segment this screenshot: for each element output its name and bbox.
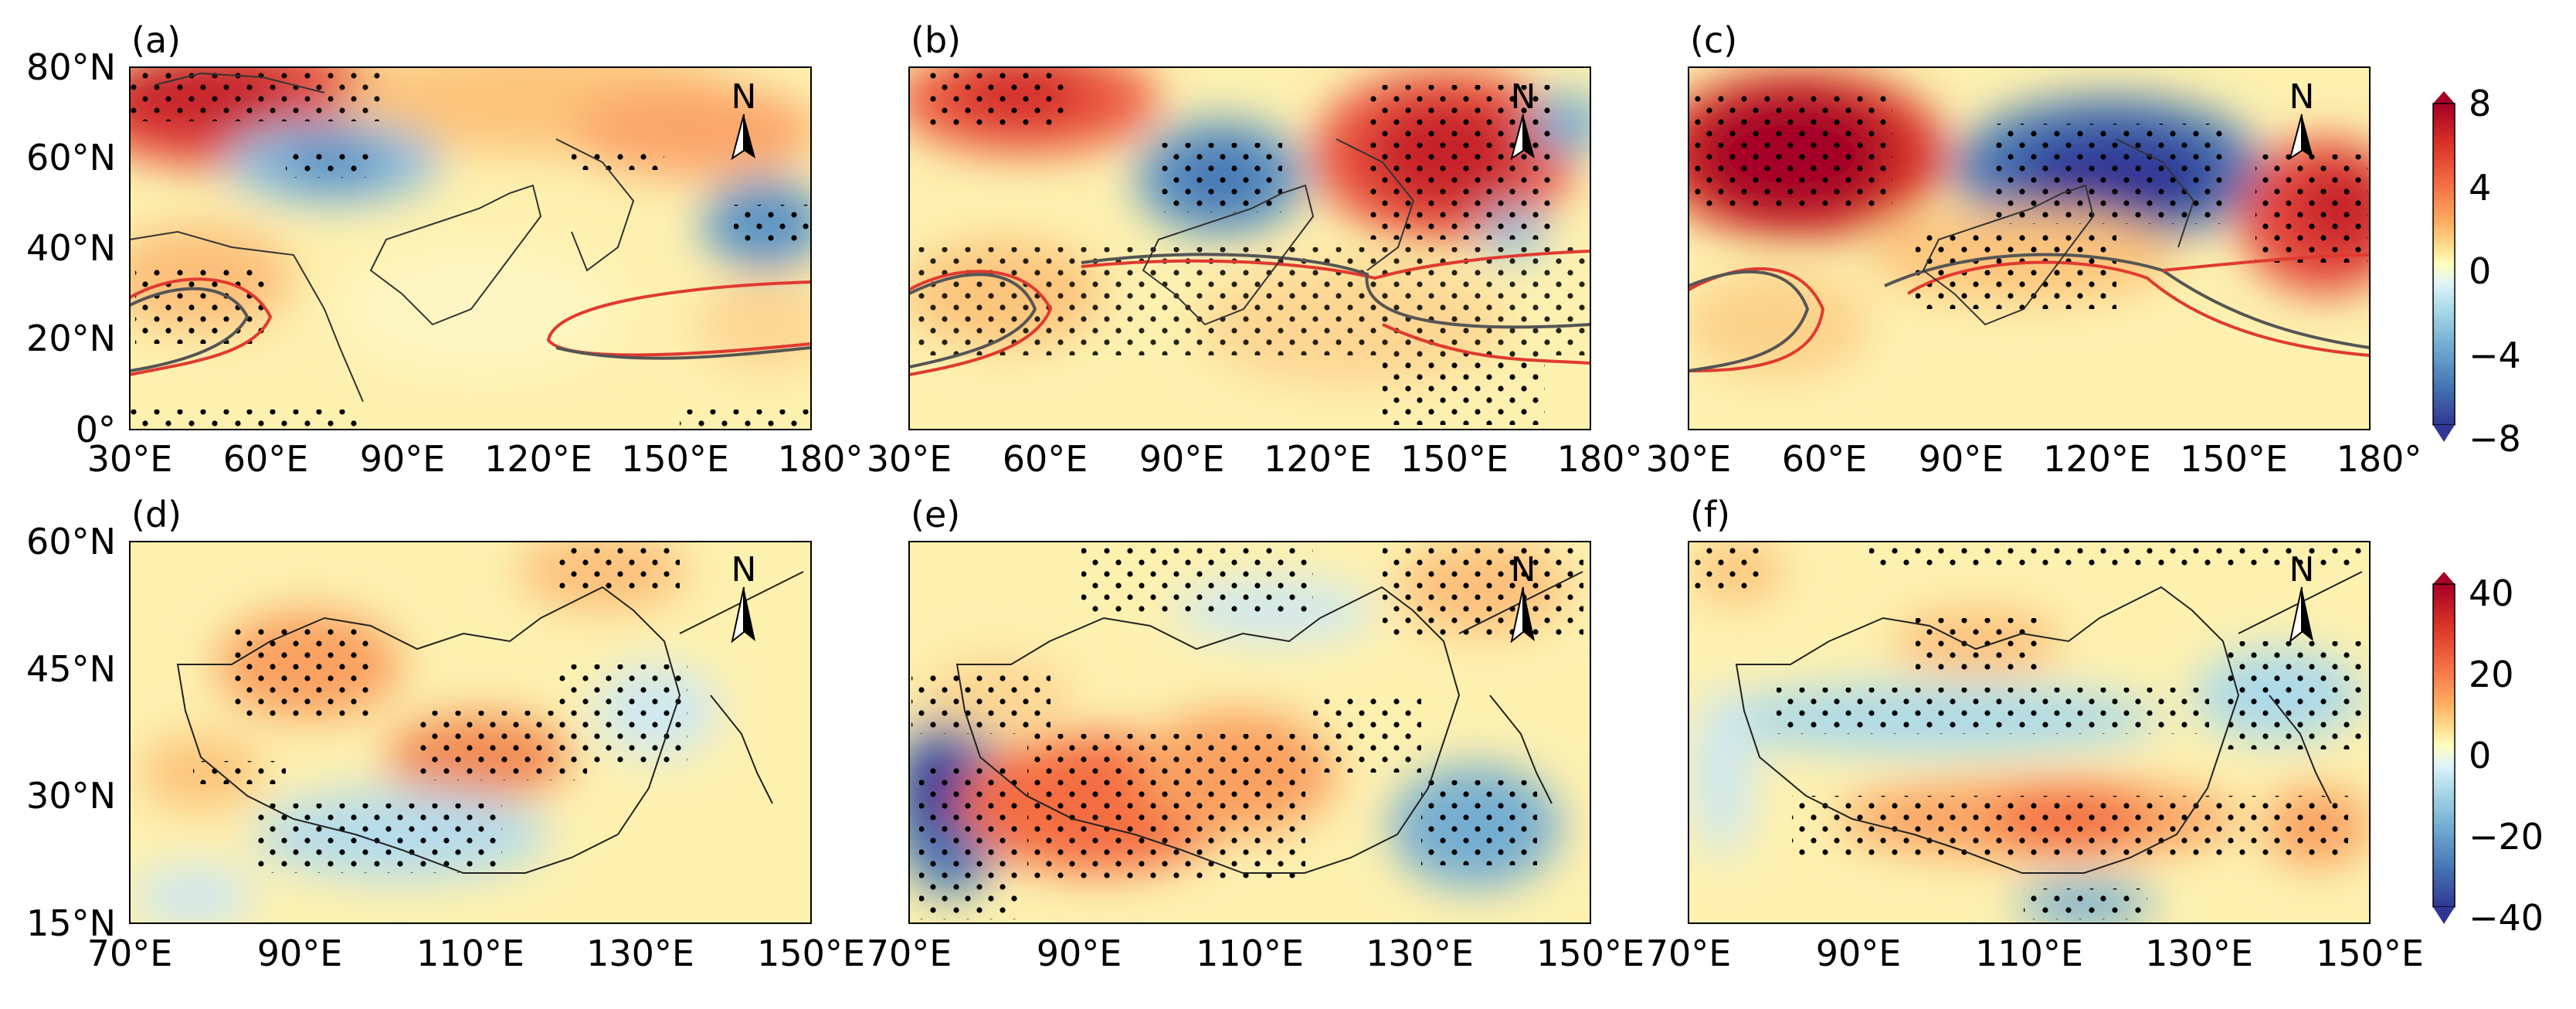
lon-label: 60°E bbox=[1782, 438, 1868, 480]
lon-label: 120°E bbox=[2043, 438, 2151, 480]
colorbar-tick: −20 bbox=[2469, 816, 2544, 858]
panel-b: N (b) bbox=[908, 19, 1591, 430]
north-arrow: N bbox=[1510, 550, 1536, 644]
panel-label-b: (b) bbox=[911, 19, 961, 61]
panel-c-frame bbox=[1688, 66, 2371, 430]
north-arrow-label: N bbox=[1511, 550, 1536, 589]
lat-label: 40°N bbox=[26, 227, 116, 269]
lon-label: 150°E bbox=[2316, 933, 2424, 974]
lat-label: 60°N bbox=[26, 137, 116, 178]
lon-label: 150°E bbox=[757, 933, 865, 974]
panel-label-a: (a) bbox=[131, 19, 181, 61]
north-arrow: N bbox=[731, 77, 757, 161]
lon-label: 150°E bbox=[1536, 933, 1644, 974]
lat-labels-bottom: 60°N 45°N 30°N 15°N bbox=[26, 521, 116, 944]
lon-label: 60°E bbox=[1003, 438, 1088, 480]
panel-label-e: (e) bbox=[911, 494, 960, 535]
lat-label: 30°N bbox=[26, 775, 116, 817]
lon-label: 70°E bbox=[87, 933, 173, 974]
lon-label: 70°E bbox=[1646, 933, 1732, 974]
lon-label: 110°E bbox=[1975, 933, 2083, 974]
lat-label: 15°N bbox=[26, 902, 116, 944]
lon-label: 30°E bbox=[87, 438, 173, 480]
north-arrow-label: N bbox=[2289, 77, 2315, 117]
panel-a-frame bbox=[129, 66, 812, 430]
panel-f-frame bbox=[1688, 541, 2371, 924]
panel-c: N (c) bbox=[1688, 19, 2371, 430]
lon-labels-c: 30°E 60°E 90°E 120°E 150°E 180° bbox=[1646, 438, 2422, 480]
panel-label-c: (c) bbox=[1690, 19, 1737, 61]
north-arrow-label: N bbox=[731, 77, 757, 117]
lat-label: 80°N bbox=[26, 46, 116, 88]
lon-label: 130°E bbox=[2145, 933, 2253, 974]
panel-d-frame bbox=[129, 541, 812, 924]
lon-label: 90°E bbox=[257, 933, 343, 974]
lon-label: 110°E bbox=[1196, 933, 1304, 974]
north-arrow-label: N bbox=[1511, 77, 1536, 117]
colorbar-tick: 20 bbox=[2469, 654, 2514, 695]
lon-labels-e: 70°E 90°E 110°E 130°E 150°E bbox=[867, 933, 1644, 974]
lon-label: 110°E bbox=[416, 933, 524, 974]
panel-label-d: (d) bbox=[131, 494, 182, 535]
lon-label: 120°E bbox=[484, 438, 592, 480]
lon-label: 150°E bbox=[1400, 438, 1509, 480]
colorbar-tick: 8 bbox=[2469, 83, 2491, 124]
lon-label: 90°E bbox=[360, 438, 446, 480]
north-arrow: N bbox=[2289, 550, 2315, 644]
panel-label-f: (f) bbox=[1690, 494, 1730, 535]
lat-label: 0° bbox=[76, 409, 116, 450]
lon-label: 70°E bbox=[867, 933, 952, 974]
lon-label: 30°E bbox=[867, 438, 952, 480]
lon-label: 180° bbox=[1557, 438, 1643, 480]
panel-d: N (d) bbox=[129, 494, 812, 924]
colorbar-tick: 0 bbox=[2469, 735, 2491, 776]
lon-label: 130°E bbox=[1366, 933, 1474, 974]
lon-label: 90°E bbox=[1919, 438, 2004, 480]
north-arrow-label: N bbox=[731, 550, 757, 589]
lon-label: 90°E bbox=[1139, 438, 1225, 480]
lon-label: 150°E bbox=[2180, 438, 2288, 480]
colorbar-tick: 0 bbox=[2469, 250, 2491, 292]
north-arrow-label: N bbox=[2289, 550, 2315, 589]
lon-labels-b: 30°E 60°E 90°E 120°E 150°E 180° bbox=[867, 438, 1643, 480]
lat-label: 20°N bbox=[26, 318, 116, 359]
panel-e: N (e) bbox=[908, 494, 1591, 924]
lon-labels-f: 70°E 90°E 110°E 130°E 150°E bbox=[1646, 933, 2424, 974]
lon-label: 60°E bbox=[223, 438, 309, 480]
lon-label: 180° bbox=[2337, 438, 2422, 480]
panel-f: N (f) bbox=[1688, 494, 2371, 924]
panel-b-frame bbox=[908, 66, 1591, 430]
colorbar-bottom: 40 20 0 −20 −40 bbox=[2432, 572, 2544, 939]
colorbar-tick: 40 bbox=[2469, 572, 2514, 614]
colorbar-tick: −8 bbox=[2469, 418, 2521, 460]
lon-labels-d: 70°E 90°E 110°E 130°E 150°E bbox=[87, 933, 865, 974]
lon-label: 130°E bbox=[586, 933, 694, 974]
lon-label: 90°E bbox=[1037, 933, 1122, 974]
lon-label: 90°E bbox=[1816, 933, 1902, 974]
north-arrow: N bbox=[731, 550, 757, 644]
lat-label: 60°N bbox=[26, 521, 116, 562]
lat-labels-top: 80°N 60°N 40°N 20°N 0° bbox=[26, 46, 116, 450]
lon-label: 150°E bbox=[621, 438, 729, 480]
lat-label: 45°N bbox=[26, 648, 116, 690]
colorbar-tick: 4 bbox=[2469, 167, 2491, 209]
colorbar-tick: −40 bbox=[2469, 897, 2544, 939]
north-arrow: N bbox=[2289, 77, 2315, 161]
lon-label: 120°E bbox=[1264, 438, 1372, 480]
panel-e-frame bbox=[908, 541, 1591, 924]
lon-label: 180° bbox=[778, 438, 864, 480]
colorbar-top: 8 4 0 −4 −8 bbox=[2432, 83, 2521, 460]
north-arrow: N bbox=[1510, 77, 1536, 161]
colorbar-tick: −4 bbox=[2469, 335, 2521, 376]
panel-a: N (a) bbox=[129, 19, 812, 430]
lon-labels-a: 30°E 60°E 90°E 120°E 150°E 180° bbox=[87, 438, 864, 480]
lon-label: 30°E bbox=[1646, 438, 1732, 480]
